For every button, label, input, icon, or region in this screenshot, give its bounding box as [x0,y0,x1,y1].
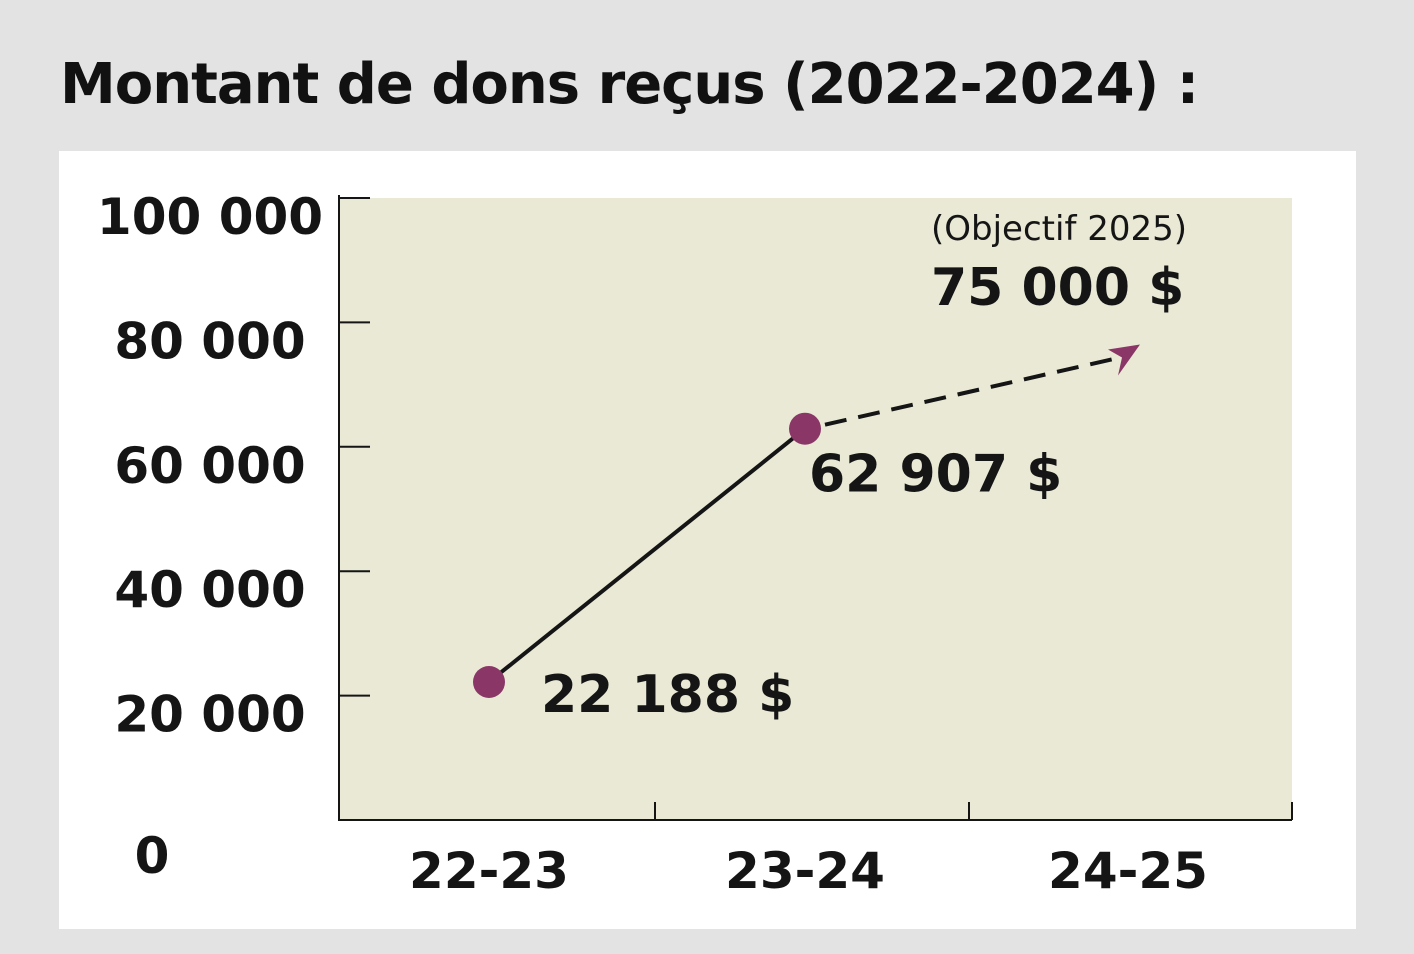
y-tick-label-5: 100 000 [97,188,323,246]
target-dashed-line [824,355,1121,427]
target-note-label: (Objectif 2025) [931,209,1187,249]
plot-area [339,198,1292,820]
target-arrowhead [1108,344,1140,376]
data-labels: 22 188 $ 62 907 $ (Objectif 2025) 75 000 $ [541,209,1187,725]
data-point-0 [473,665,505,698]
y-tick-label-3: 60 000 [114,437,305,495]
y-tick-label-4: 80 000 [114,312,305,370]
data-label-0: 22 188 $ [541,665,794,725]
y-axis-ticks: 0 20 000 40 000 60 000 80 000 100 000 [97,188,370,885]
y-tick-label-2: 40 000 [114,561,305,619]
axes [338,195,1292,821]
y-tick-label-1: 20 000 [114,686,305,744]
data-label-1: 62 907 $ [809,445,1062,505]
y-tick-label-0: 0 [135,827,170,885]
x-axis-ticks: 22-23 23-24 24-25 [409,802,1293,900]
target-value-label: 75 000 $ [931,258,1184,318]
chart-title: Montant de dons reçus (2022-2024) : [60,52,1199,117]
x-tick-label-0: 22-23 [409,842,569,900]
x-tick-label-2: 24-25 [1048,842,1208,900]
series-layer [473,344,1140,698]
x-tick-label-1: 23-24 [725,842,885,900]
series-line [487,427,807,684]
data-point-1 [789,412,821,445]
